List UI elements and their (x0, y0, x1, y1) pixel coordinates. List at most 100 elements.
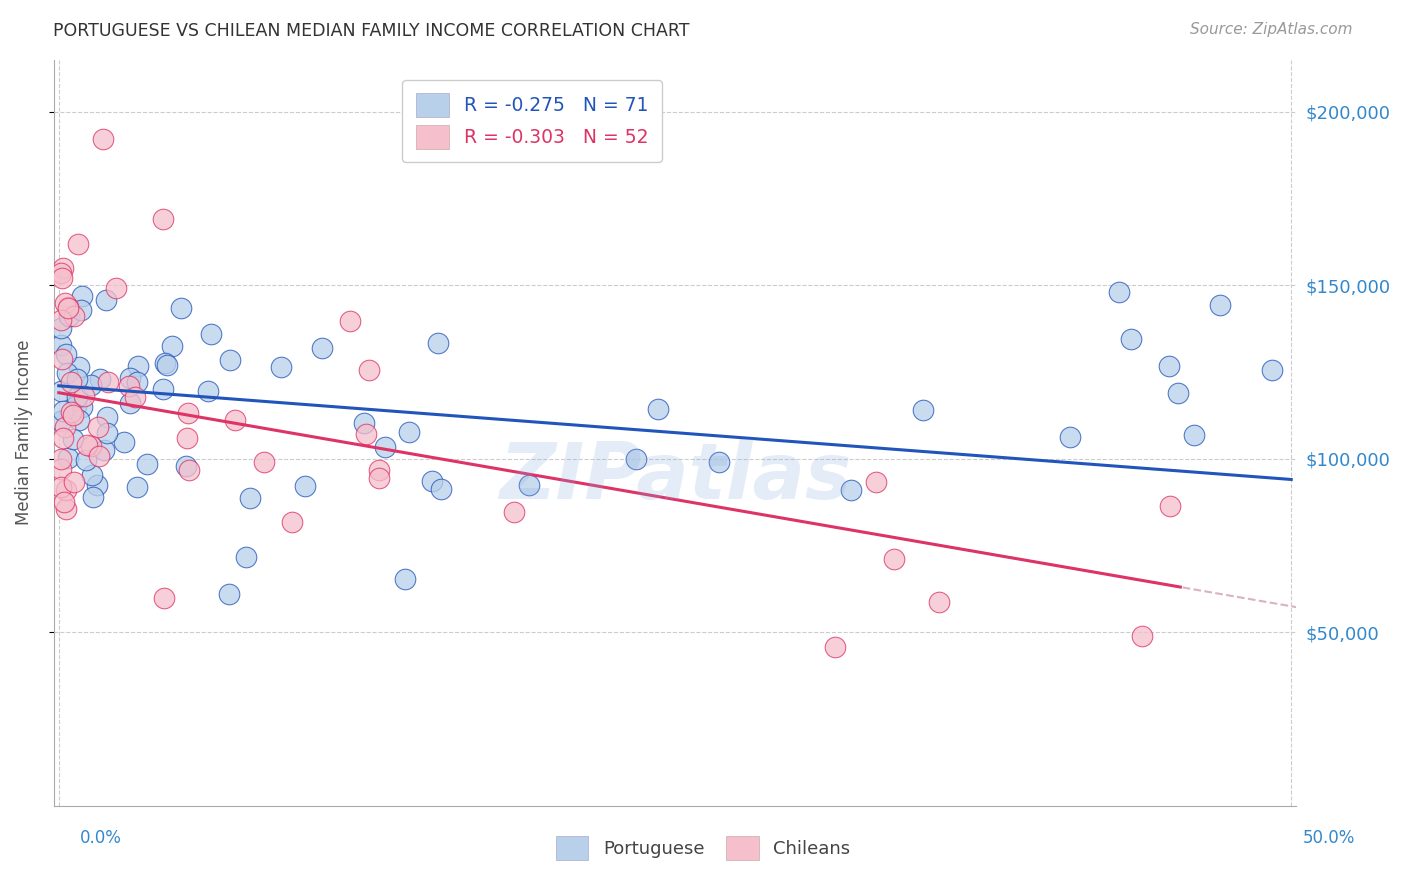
Point (55, 366, 77, 380)
Legend: R = -0.275   N = 71, R = -0.303   N = 52: R = -0.275 N = 71, R = -0.303 N = 52 (402, 80, 662, 162)
Point (62, 433, 84, 447)
Point (398, 425, 420, 439)
Point (82, 468, 104, 483)
Point (239, 491, 262, 506)
Point (62, 309, 84, 323)
Point (647, 401, 669, 416)
Point (58, 309, 80, 323)
Point (112, 435, 135, 450)
Point (152, 211, 174, 226)
Point (82, 490, 104, 504)
Point (270, 360, 292, 375)
Point (52, 261, 75, 276)
Point (51, 462, 73, 476)
Point (1208, 298, 1230, 312)
Point (200, 327, 222, 342)
Point (51, 451, 73, 466)
Point (179, 463, 201, 477)
Point (707, 455, 730, 469)
Point (56, 300, 79, 314)
Point (125, 375, 148, 389)
Point (125, 480, 148, 494)
Point (56, 301, 79, 315)
Point (374, 441, 396, 455)
Point (911, 403, 934, 417)
Point (97, 375, 120, 389)
Point (51, 321, 73, 335)
Point (118, 379, 141, 393)
Point (359, 363, 381, 377)
Point (51, 414, 73, 428)
Point (118, 396, 141, 410)
Point (624, 452, 647, 467)
Text: Source: ZipAtlas.com: Source: ZipAtlas.com (1189, 22, 1353, 37)
Point (420, 474, 443, 488)
Text: 50.0%: 50.0% (1302, 829, 1355, 847)
Point (883, 552, 905, 566)
Point (53, 419, 76, 434)
Point (51, 337, 73, 351)
Text: PORTUGUESE VS CHILEAN MEDIAN FAMILY INCOME CORRELATION CHART: PORTUGUESE VS CHILEAN MEDIAN FAMILY INCO… (53, 22, 690, 40)
Point (118, 371, 141, 385)
Point (51, 384, 73, 398)
Point (353, 416, 375, 430)
Point (176, 406, 198, 420)
Point (253, 455, 276, 469)
Point (426, 336, 449, 351)
Point (52, 431, 75, 445)
Point (156, 358, 179, 372)
Point (60, 376, 83, 390)
Point (824, 640, 846, 654)
Point (218, 586, 240, 600)
Point (839, 483, 862, 498)
Point (865, 475, 887, 489)
Point (51, 480, 73, 494)
Point (176, 431, 198, 445)
Point (224, 412, 246, 426)
Point (55, 347, 77, 361)
Point (86, 477, 108, 491)
Point (65, 399, 87, 413)
Point (62, 409, 84, 423)
Point (104, 281, 127, 295)
Point (67, 413, 90, 427)
Point (1159, 359, 1181, 373)
Point (502, 505, 524, 519)
Point (91, 132, 114, 146)
Point (89, 372, 111, 386)
Point (174, 459, 197, 474)
Point (136, 458, 159, 472)
Point (66, 372, 89, 386)
Point (1130, 629, 1153, 643)
Y-axis label: Median Family Income: Median Family Income (15, 340, 32, 525)
Point (94, 293, 117, 308)
Point (127, 359, 149, 373)
Point (152, 591, 174, 606)
Point (96, 425, 118, 440)
Point (75, 453, 97, 467)
Point (124, 390, 146, 404)
Point (51, 313, 73, 327)
Point (429, 482, 451, 496)
Point (51, 270, 73, 285)
Point (52, 404, 75, 418)
Point (70, 400, 93, 414)
Point (281, 515, 304, 529)
Point (235, 550, 257, 565)
Point (339, 314, 361, 328)
Point (1159, 499, 1181, 513)
Point (72, 288, 94, 302)
Point (354, 427, 377, 442)
Point (311, 341, 333, 355)
Point (197, 384, 219, 399)
Point (60, 405, 83, 419)
Point (1108, 285, 1130, 299)
Point (294, 479, 316, 493)
Point (93, 442, 115, 457)
Text: 0.0%: 0.0% (80, 829, 122, 847)
Point (80, 439, 103, 453)
Point (96, 409, 118, 424)
Point (73, 389, 96, 403)
Point (152, 382, 174, 396)
Point (1059, 430, 1081, 444)
